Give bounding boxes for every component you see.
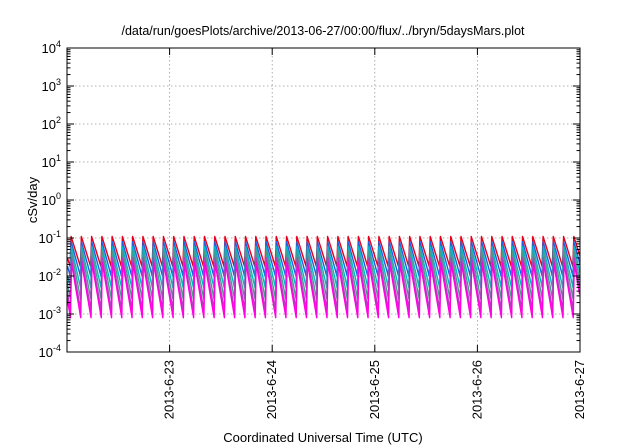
y-tick-label: 103 xyxy=(42,77,61,94)
y-axis-title: cSv/day xyxy=(25,176,40,223)
y-tick-label: 10-4 xyxy=(39,343,61,360)
y-tick-label: 10-3 xyxy=(39,305,61,322)
y-tick-label: 10-1 xyxy=(39,229,61,246)
x-tick-label: 2013-6-25 xyxy=(367,360,382,419)
series-lines xyxy=(66,235,581,319)
x-tick-label: 2013-6-23 xyxy=(162,360,177,419)
y-tick-label: 10-2 xyxy=(39,267,61,284)
x-axis-title: Coordinated Universal Time (UTC) xyxy=(223,430,422,445)
x-tick-labels: 2013-6-23 2013-6-24 2013-6-25 2013-6-26 2013… xyxy=(162,360,587,419)
x-tick-label: 2013-6-24 xyxy=(264,360,279,419)
axis-ticks xyxy=(67,47,581,353)
y-tick-labels: 10-4 10-3 10-2 10-1 100 101 102 103 104 xyxy=(39,39,61,360)
chart-title: /data/run/goesPlots/archive/2013-06-27/0… xyxy=(121,24,525,38)
series-line xyxy=(66,262,581,319)
x-tick-label: 2013-6-27 xyxy=(572,360,587,419)
y-tick-label: 104 xyxy=(42,39,61,56)
y-tick-label: 101 xyxy=(42,153,61,170)
y-tick-label: 102 xyxy=(42,115,61,132)
grid-lines xyxy=(67,48,580,352)
x-tick-label: 2013-6-26 xyxy=(469,360,484,419)
y-tick-label: 100 xyxy=(42,191,61,208)
